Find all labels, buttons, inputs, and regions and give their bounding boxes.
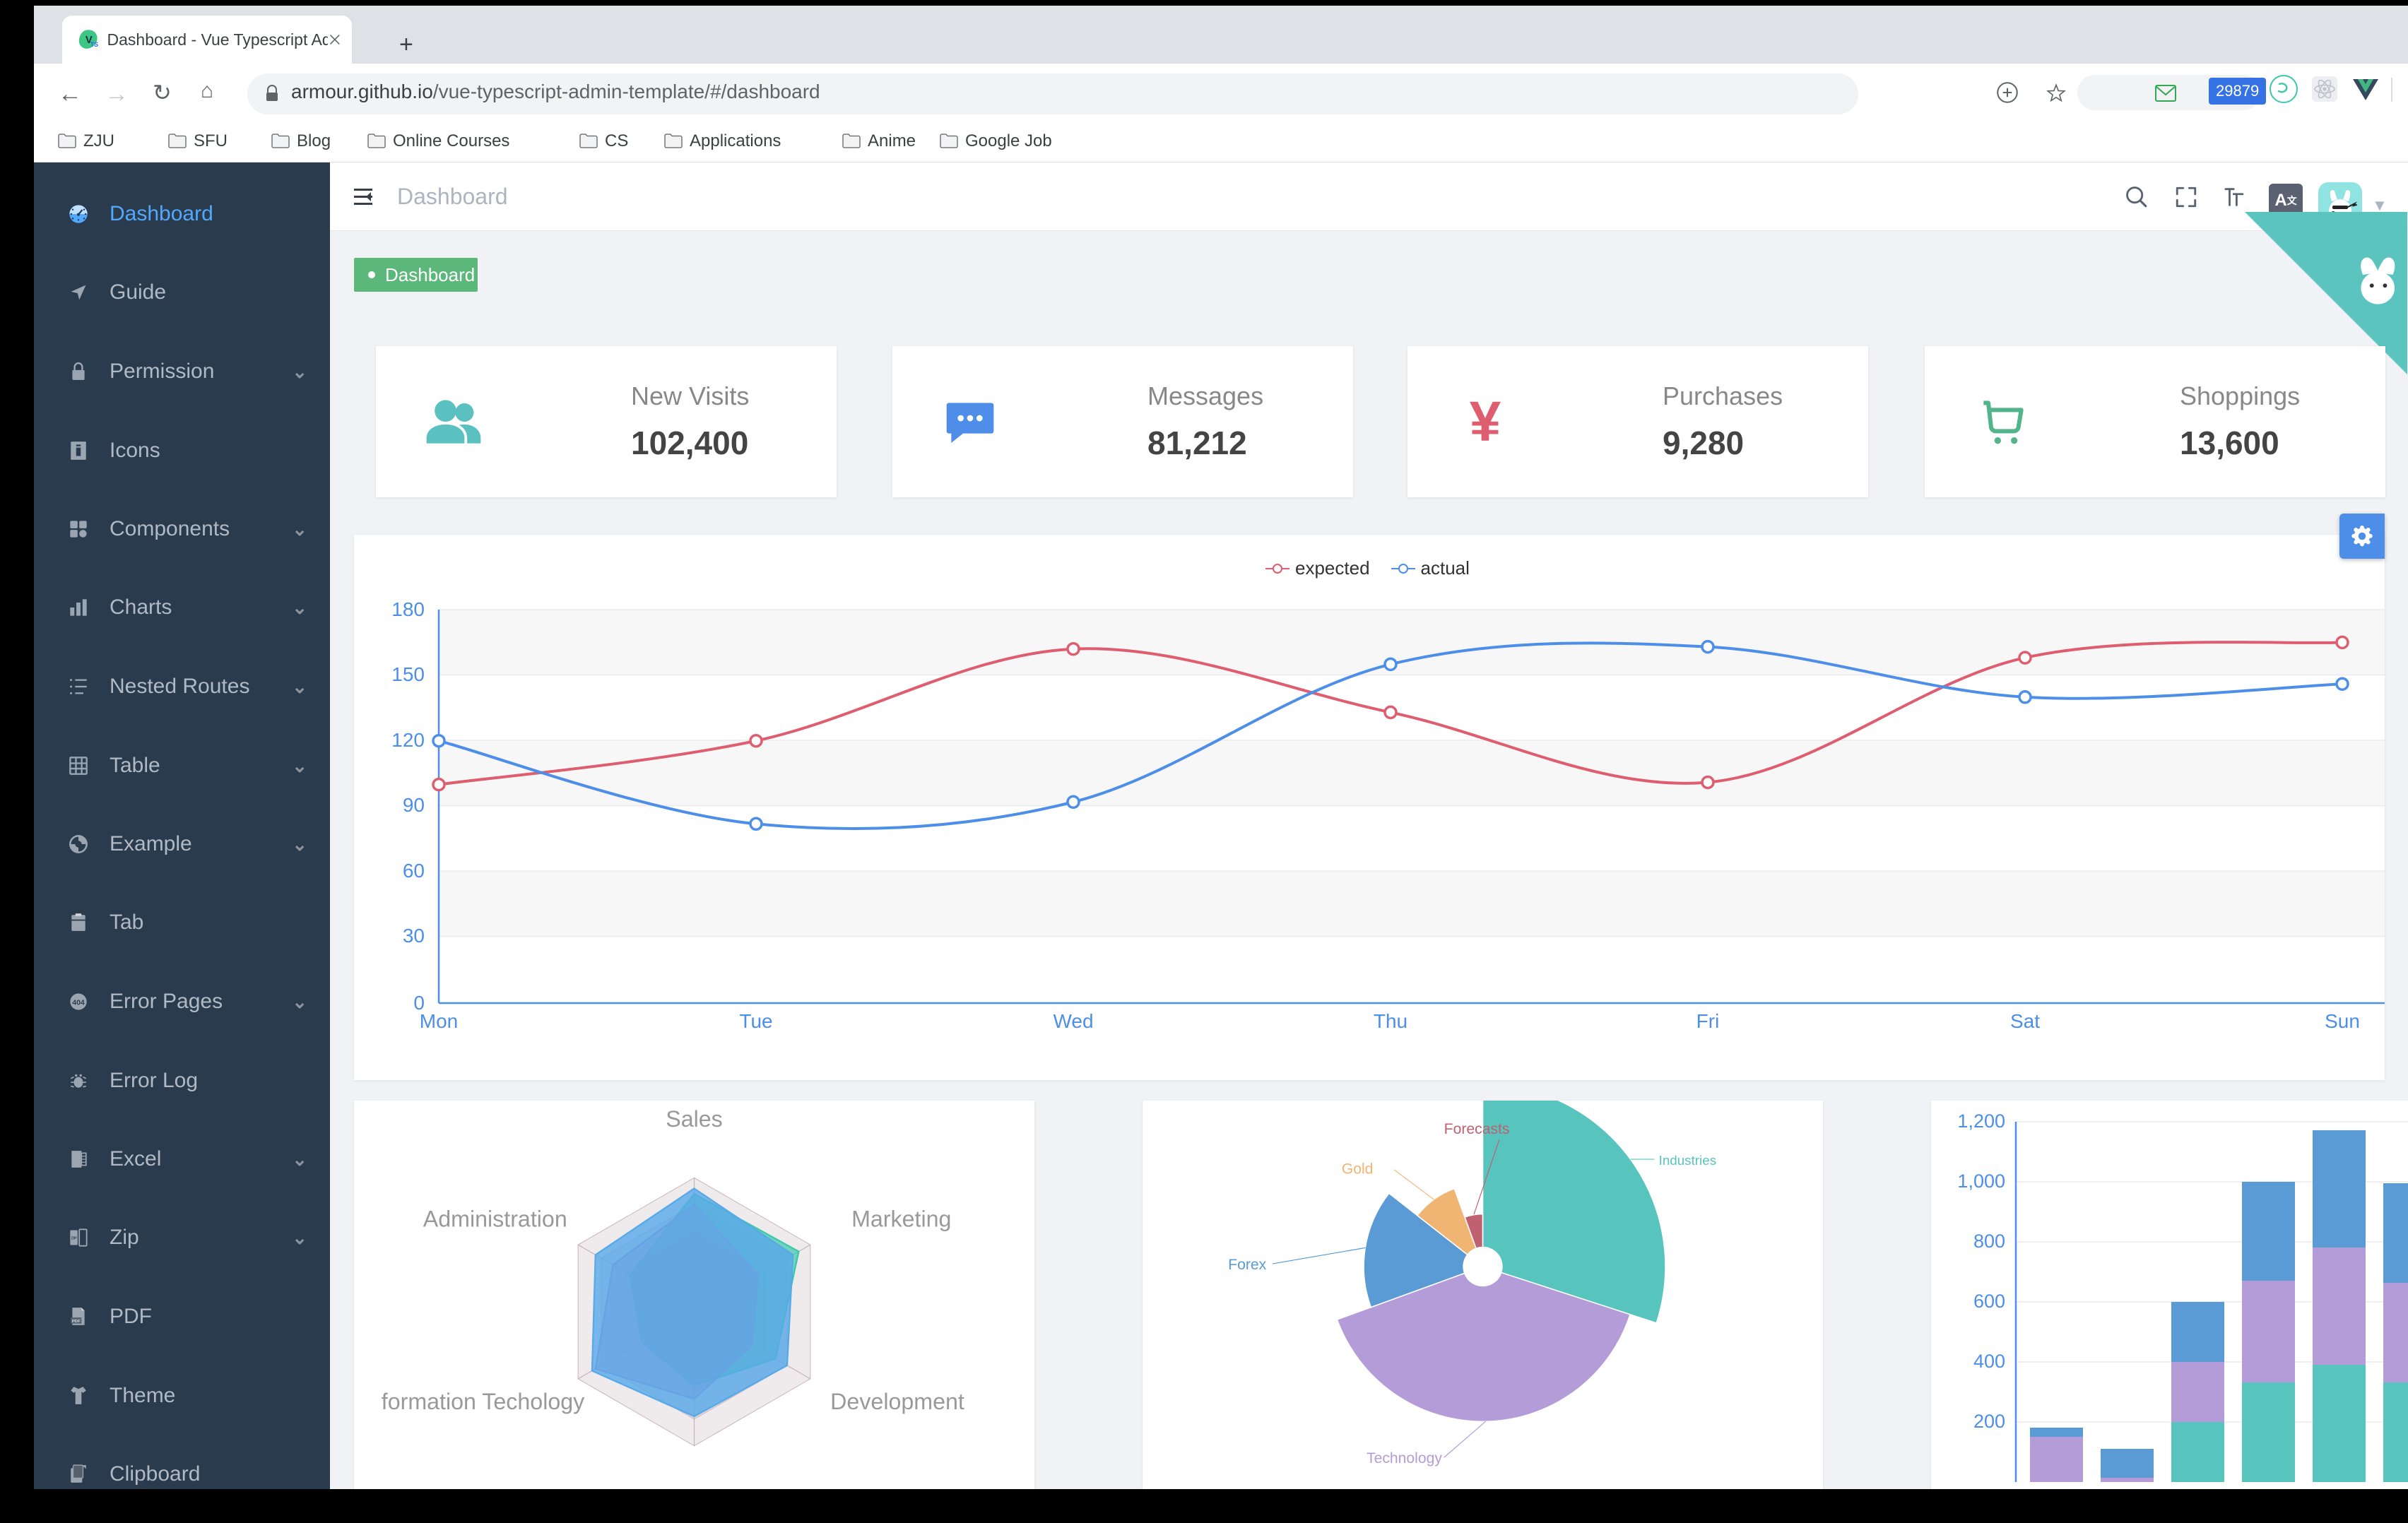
- svg-text:Wed: Wed: [1053, 1010, 1093, 1029]
- svg-text:formation Techology: formation Techology: [382, 1389, 585, 1414]
- svg-text:1,200: 1,200: [1957, 1110, 2005, 1132]
- svg-text:120: 120: [391, 729, 425, 751]
- svg-text:404: 404: [72, 999, 85, 1007]
- svg-text:Sat: Sat: [2010, 1010, 2040, 1029]
- svg-text:Sun: Sun: [2325, 1010, 2360, 1029]
- svg-text:600: 600: [1973, 1291, 2005, 1312]
- svg-text:60: 60: [403, 860, 425, 882]
- svg-text:90: 90: [403, 794, 425, 816]
- svg-text:150: 150: [391, 663, 425, 685]
- svg-text:Mon: Mon: [420, 1010, 458, 1029]
- svg-text:1,000: 1,000: [1957, 1171, 2005, 1192]
- svg-text:Gold: Gold: [1342, 1161, 1374, 1177]
- svg-text:Sales: Sales: [666, 1106, 723, 1132]
- svg-text:Marketing: Marketing: [851, 1206, 951, 1231]
- svg-text:180: 180: [391, 598, 425, 620]
- svg-text:Thu: Thu: [1374, 1010, 1407, 1029]
- svg-text:Industries: Industries: [1659, 1153, 1717, 1168]
- svg-text:Technology: Technology: [1367, 1450, 1442, 1466]
- svg-text:Forex: Forex: [1228, 1257, 1266, 1273]
- svg-text:Forecasts: Forecasts: [1444, 1121, 1510, 1137]
- svg-text:200: 200: [1973, 1411, 2005, 1432]
- svg-text:Administration: Administration: [423, 1206, 567, 1231]
- svg-text:Tue: Tue: [739, 1010, 772, 1029]
- svg-text:ZIP: ZIP: [71, 1236, 78, 1240]
- svg-text:800: 800: [1973, 1231, 2005, 1252]
- svg-text:30: 30: [403, 925, 425, 947]
- svg-text:Development: Development: [830, 1389, 964, 1414]
- svg-text:TS: TS: [90, 41, 98, 48]
- svg-text:Fri: Fri: [1696, 1010, 1720, 1029]
- svg-text:¥: ¥: [1470, 393, 1501, 450]
- svg-text:400: 400: [1973, 1351, 2005, 1372]
- svg-text:PDF: PDF: [72, 1320, 81, 1324]
